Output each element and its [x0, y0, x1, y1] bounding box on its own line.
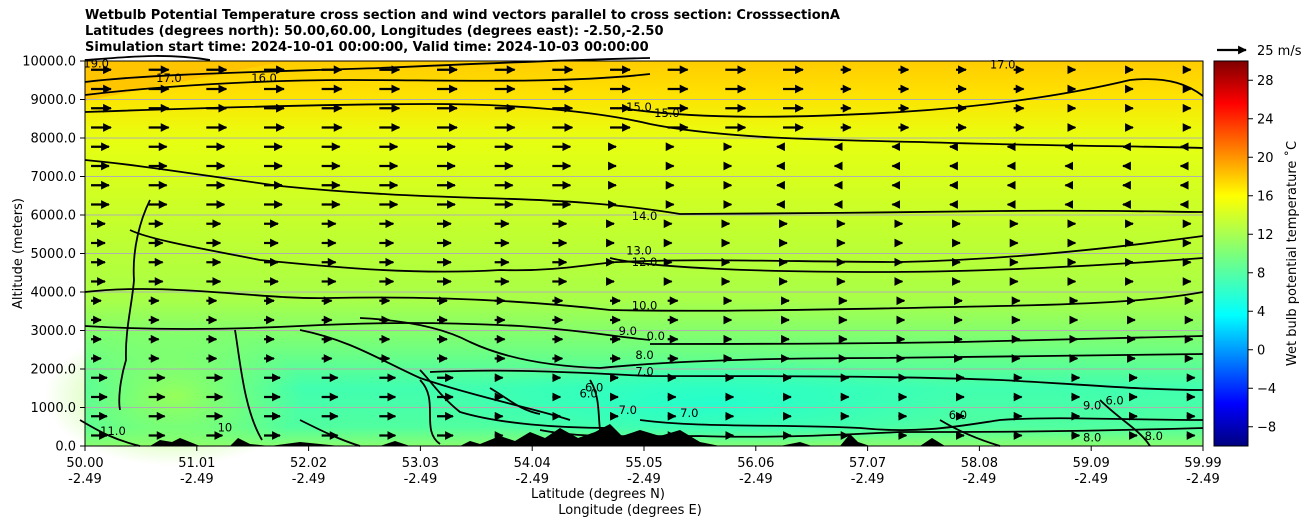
colorbar-tick-label: 24	[1257, 112, 1274, 127]
colorbar-label: Wet bulb potential temperature ˚C	[1284, 141, 1300, 366]
contour-line	[84, 103, 1204, 149]
y-tick-label: 1000.0	[31, 401, 77, 416]
contour-label: 0.0	[647, 329, 665, 343]
terrain-silhouette	[150, 424, 985, 446]
colorbar-tick-label: 8	[1257, 266, 1265, 281]
x-axis-label-lat: Latitude (degrees N)	[531, 487, 665, 502]
x-tick-label-lon: -2.49	[180, 472, 214, 487]
x-tick-label-lat: 55.05	[625, 456, 662, 471]
colorbar-tick-label: 12	[1257, 228, 1274, 243]
x-tick-label-lat: 56.06	[737, 456, 774, 471]
contour-label: 17.0	[990, 58, 1016, 72]
y-axis-label: Altitude (meters)	[11, 198, 26, 309]
contour-line	[118, 199, 151, 411]
contour-label: 17.0	[156, 71, 182, 85]
contour-line	[589, 379, 601, 431]
x-tick-label-lon: -2.49	[404, 472, 438, 487]
x-tick-label-lat: 50.00	[66, 456, 103, 471]
contour-label: 14.0	[632, 209, 658, 223]
contour-label: 10.0	[632, 298, 658, 312]
x-tick-label-lat: 52.02	[290, 456, 327, 471]
contour-label: 6.0	[949, 408, 967, 422]
chart-title-line-1: Wetbulb Potential Temperature cross sect…	[85, 8, 840, 23]
colorbar-tick-label: 4	[1257, 305, 1265, 320]
contour-line	[419, 369, 611, 429]
y-tick-label: 3000.0	[31, 324, 77, 339]
warm-corner	[85, 61, 285, 101]
contour-line	[84, 288, 1204, 312]
contour-line	[299, 329, 571, 421]
x-tick-label-lat: 58.08	[961, 456, 998, 471]
x-tick-label-lon: -2.49	[963, 472, 997, 487]
colorbar-tick-label: −8	[1257, 420, 1276, 435]
contour-label: 6.0	[579, 386, 597, 400]
contour-line	[1099, 399, 1151, 447]
contour-label: 12.0	[632, 255, 658, 269]
y-tick-label: 7000.0	[31, 170, 77, 185]
contour-label: 8.0	[1083, 430, 1101, 444]
chart-title-line-3: Simulation start time: 2024-10-01 00:00:…	[85, 40, 649, 55]
colorbar	[1213, 60, 1249, 447]
y-tick-label: 0.0	[55, 440, 76, 455]
contour-label: 7.0	[680, 406, 698, 420]
y-tick-label: 8000.0	[31, 132, 77, 147]
contour-label: 11.0	[100, 424, 126, 438]
contour-label: 8.0	[635, 348, 653, 362]
contour-label: 9.0	[619, 324, 637, 338]
contour-line	[619, 78, 1204, 118]
contour-line	[234, 329, 263, 441]
contour-line	[84, 55, 211, 61]
x-tick-label-lat: 57.07	[849, 456, 886, 471]
colorbar-tick-label: 0	[1257, 343, 1265, 358]
contour-label: 16.0	[251, 71, 277, 85]
quiver-key-label: 25 m/s	[1257, 44, 1302, 59]
colorbar-tick-label: −4	[1257, 382, 1276, 397]
contour-line	[939, 419, 1001, 447]
contour-label: 9.0	[1083, 398, 1101, 412]
x-tick-label-lon: -2.49	[851, 472, 885, 487]
x-tick-label-lat: 54.04	[514, 456, 551, 471]
x-tick-label-lon: -2.49	[515, 472, 549, 487]
y-tick-label: 6000.0	[31, 209, 77, 224]
colorbar-tick-label: 28	[1257, 74, 1274, 89]
colorbar-tick-label: 16	[1257, 189, 1274, 204]
x-tick-label-lat: 53.03	[402, 456, 439, 471]
contour-label: 10	[218, 420, 233, 434]
y-tick-label: 5000.0	[31, 247, 77, 262]
contour-label: 15.0	[626, 100, 652, 114]
y-tick-label: 2000.0	[31, 363, 77, 378]
contour-label: 6.0	[585, 380, 603, 394]
contour-label: 6.0	[1105, 393, 1123, 407]
y-tick-label: 10000.0	[22, 55, 76, 70]
contour-line	[129, 229, 1204, 273]
x-tick-label-lon: -2.49	[292, 472, 326, 487]
x-tick-label-lat: 59.99	[1184, 456, 1221, 471]
x-tick-label-lat: 51.01	[178, 456, 215, 471]
colorbar-tick-label: 20	[1257, 151, 1274, 166]
chart-title-line-2: Latitudes (degrees north): 50.00,60.00, …	[85, 24, 664, 39]
x-tick-label-lon: -2.49	[1186, 472, 1220, 487]
y-tick-label: 9000.0	[31, 93, 77, 108]
x-axis-label-lon: Longitude (degrees E)	[558, 503, 702, 518]
contour-label: 7.0	[619, 403, 637, 417]
contour-line	[429, 369, 1204, 391]
x-tick-label-lat: 59.09	[1073, 456, 1110, 471]
contour-label: 13.0	[626, 243, 652, 257]
y-tick-label: 4000.0	[31, 286, 77, 301]
x-tick-label-lon: -2.49	[739, 472, 773, 487]
x-tick-label-lon: -2.49	[627, 472, 661, 487]
contour-line	[489, 387, 541, 415]
contour-label: 7.0	[635, 365, 653, 379]
contour-line	[419, 379, 441, 445]
contour-label: 15.0	[654, 106, 680, 120]
contour-label: 19.0	[83, 57, 109, 71]
x-tick-label-lon: -2.49	[68, 472, 102, 487]
contour-line	[639, 417, 1204, 432]
contour-label: 8.0	[1145, 429, 1163, 443]
contour-line	[84, 159, 1204, 215]
x-tick-label-lon: -2.49	[1074, 472, 1108, 487]
